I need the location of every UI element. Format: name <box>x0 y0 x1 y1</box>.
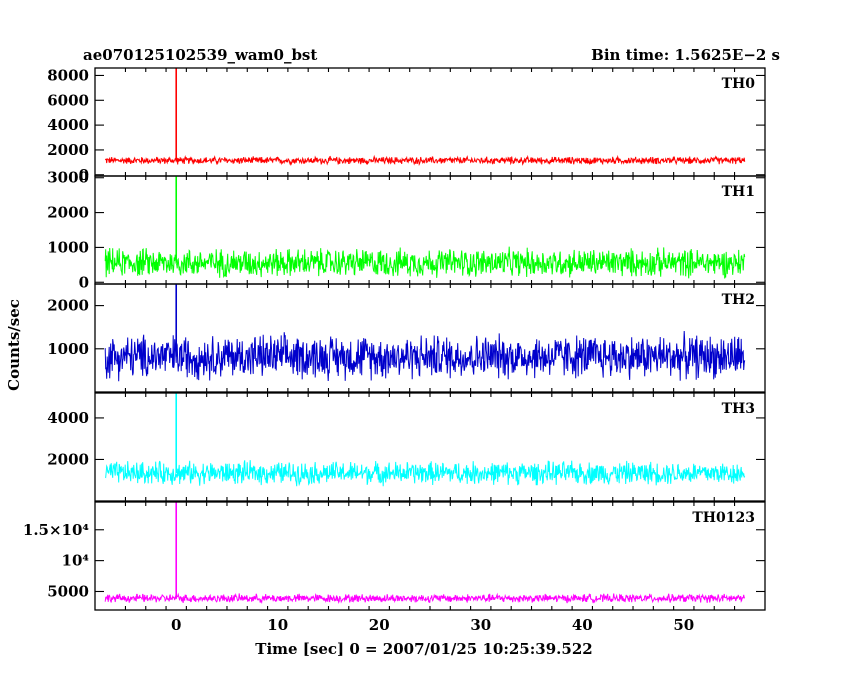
y-tick-label: 2000 <box>47 450 89 468</box>
y-tick-label: 2000 <box>47 297 89 315</box>
y-tick-label: 3000 <box>47 169 89 187</box>
panel-th0123: 5000 10⁴ 1.5×10⁴ TH0123 <box>23 501 766 611</box>
y-tick-label: 1000 <box>47 238 89 256</box>
x-axis-label: Time [sec] 0 = 2007/01/25 10:25:39.522 <box>255 640 592 658</box>
series-trace-th3 <box>104 460 746 487</box>
y-tick-label: 10⁴ <box>62 552 90 570</box>
panel-label: TH3 <box>722 401 755 417</box>
y-tick-label: 2000 <box>47 141 89 159</box>
y-tick-label: 0 <box>79 166 89 184</box>
panel-frame <box>94 392 766 502</box>
series-trace-th1 <box>104 246 746 279</box>
chart-subtitle: Bin time: 1.5625E−2 s <box>591 46 780 64</box>
panel-label: TH2 <box>722 292 755 308</box>
panel-th1: 0 1000 2000 3000 TH1 <box>47 169 766 291</box>
panel-frame <box>94 501 766 611</box>
x-tick-label: 50 <box>673 616 694 634</box>
y-tick-label: 8000 <box>47 66 89 84</box>
x-tick-label: 0 <box>171 616 181 634</box>
y-tick-label: 4000 <box>47 116 89 134</box>
y-tick-label: 1000 <box>47 340 89 358</box>
x-tick-label: 40 <box>572 616 593 634</box>
panel-label: TH1 <box>722 184 755 200</box>
x-tick-label: 20 <box>369 616 390 634</box>
panel-th0: 0 2000 4000 6000 8000 TH0 <box>47 66 766 184</box>
panel-label: TH0123 <box>692 510 755 526</box>
chart-title: ae070125102539_wam0_bst <box>83 46 317 64</box>
panel-frame <box>94 283 766 393</box>
y-tick-label: 2000 <box>47 204 89 222</box>
series-trace-th0 <box>104 154 746 166</box>
panel-label: TH0 <box>722 76 756 92</box>
series-trace-th0123 <box>104 592 746 605</box>
series-trace-th2 <box>104 330 746 382</box>
x-tick-label: 10 <box>267 616 288 634</box>
y-tick-label: 5000 <box>47 582 89 600</box>
x-tick-label: 30 <box>470 616 491 634</box>
y-tick-label: 6000 <box>47 91 89 109</box>
y-tick-label: 4000 <box>47 409 89 427</box>
y-tick-label: 0 <box>79 273 89 291</box>
y-tick-label: 1.5×10⁴ <box>23 521 90 539</box>
panel-frame <box>94 175 766 285</box>
panel-th3: 2000 4000 TH3 <box>47 392 766 502</box>
panel-th2: 1000 2000 TH2 <box>47 283 766 393</box>
y-axis-label: Counts/sec <box>5 299 23 391</box>
